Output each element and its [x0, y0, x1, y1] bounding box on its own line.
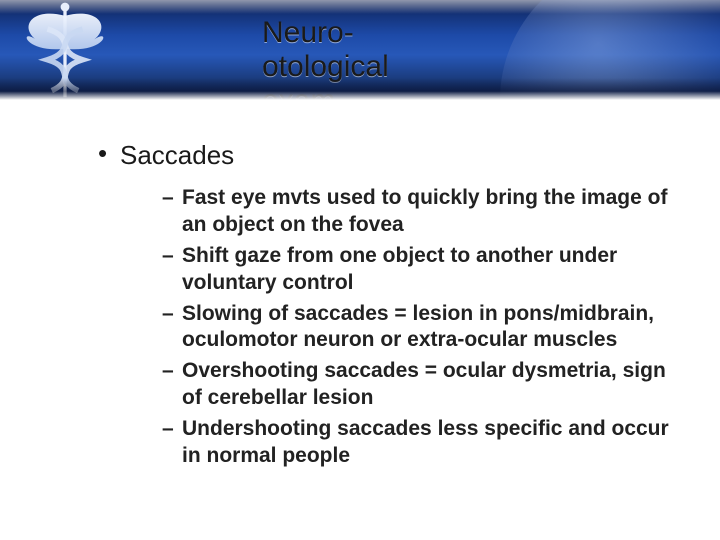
- bullet-level2: Slowing of saccades = lesion in pons/mid…: [162, 301, 680, 355]
- bullet-level2: Undershooting saccades less specific and…: [162, 416, 680, 470]
- title-container: Neuro-otological exam: [130, 6, 140, 46]
- globe-decoration: [500, 0, 720, 100]
- bullet-level2: Fast eye mvts used to quickly bring the …: [162, 185, 680, 239]
- content-area: Saccades Fast eye mvts used to quickly b…: [98, 140, 680, 474]
- slide-title: Neuro-otological exam: [262, 16, 389, 100]
- bullet-level2: Shift gaze from one object to another un…: [162, 243, 680, 297]
- bullet-level2-group: Fast eye mvts used to quickly bring the …: [98, 185, 680, 470]
- caduceus-icon: [10, 0, 120, 100]
- header-banner: Neuro-otological exam: [0, 0, 720, 100]
- bullet-level1: Saccades: [98, 140, 680, 171]
- bullet-level2: Overshooting saccades = ocular dysmetria…: [162, 358, 680, 412]
